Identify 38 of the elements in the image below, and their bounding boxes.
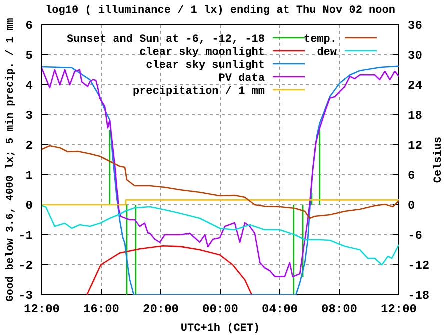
legend-label: clear sky sunlight — [146, 60, 265, 72]
y-tick-label: 0 — [26, 198, 33, 213]
x-tick-label: 00:00 — [202, 302, 239, 317]
y2-axis-title: Celsius — [433, 136, 445, 184]
x-tick-label: 16:00 — [83, 302, 120, 317]
x-tick-label: 08:00 — [321, 302, 358, 317]
y-tick-label: 6 — [26, 18, 33, 33]
legend-label: PV data — [218, 73, 266, 85]
y2-tick-label: 24 — [408, 78, 422, 93]
legend-label: Sunset and Sun at -6, -12, -18 — [66, 34, 266, 46]
y-tick-label: 2 — [26, 138, 33, 153]
y-tick-label: -1 — [18, 228, 33, 243]
y2-tick-label: 30 — [408, 48, 422, 63]
x-tick-label: 04:00 — [262, 302, 298, 317]
y2-tick-label: 36 — [408, 18, 422, 33]
x-tick-label: 12:00 — [380, 302, 418, 317]
y-tick-label: 4 — [26, 78, 33, 93]
y2-tick-label: -6 — [408, 228, 422, 243]
legend-label: precipitation / 1 mm — [132, 86, 266, 98]
y2-tick-label: -18 — [408, 288, 430, 303]
y-tick-label: 3 — [26, 108, 33, 123]
y2-tick-label: 12 — [408, 138, 422, 153]
x-tick-label: 20:00 — [142, 302, 180, 317]
legend-label: temp. — [304, 34, 337, 46]
legend-label: dew — [317, 47, 338, 59]
y2-tick-label: 0 — [408, 198, 416, 213]
chart-title: log10 ( illuminance / 1 lx) ending at Thu Nov 02 noon — [46, 5, 396, 17]
y2-tick-label: 6 — [408, 168, 416, 183]
legend-label: clear sky moonlight — [140, 47, 265, 59]
y-tick-label: 5 — [26, 48, 33, 63]
y2-tick-label: 18 — [408, 108, 422, 123]
y-tick-label: -2 — [18, 258, 33, 273]
y2-tick-label: -12 — [408, 258, 430, 273]
x-tick-label: 12:00 — [24, 302, 60, 317]
x-axis-title: UTC+1h (CET) — [180, 323, 260, 335]
y-tick-label: -3 — [18, 288, 33, 303]
y-axis-title: Good below 3.6, 4000 lx; 5 min precip. / 1 mm — [5, 18, 17, 302]
y-tick-label: 1 — [26, 168, 33, 183]
